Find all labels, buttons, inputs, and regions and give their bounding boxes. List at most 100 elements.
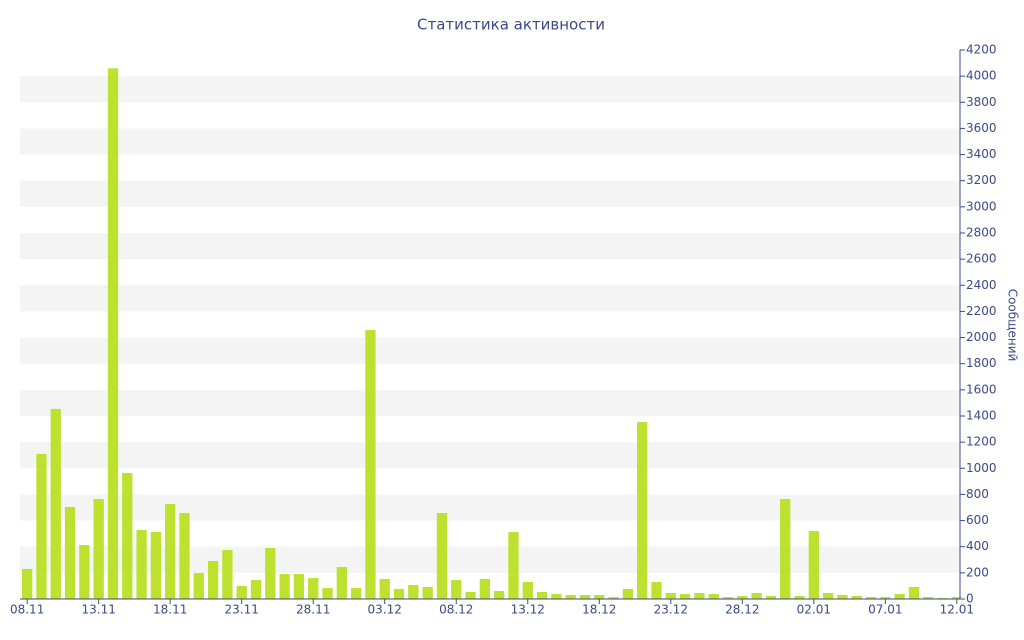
x-tick-label: 13.12 <box>511 603 545 617</box>
bar <box>822 592 834 599</box>
bar <box>350 588 362 599</box>
y-tick-label: 800 <box>966 487 989 501</box>
bar <box>694 592 705 599</box>
bar <box>565 594 576 599</box>
grid-band <box>20 442 960 469</box>
bar <box>508 531 519 599</box>
y-tick-label: 600 <box>966 513 989 527</box>
y-tick-label: 1000 <box>966 461 997 475</box>
x-tick-label: 07.01 <box>868 603 902 617</box>
y-tick-label: 4200 <box>966 43 997 57</box>
grid-band <box>20 76 960 103</box>
bar <box>923 597 934 599</box>
bar <box>579 594 591 599</box>
bar <box>293 574 305 599</box>
grid-band <box>20 337 960 364</box>
bar <box>50 408 61 599</box>
bar <box>207 560 219 599</box>
bar <box>322 588 333 599</box>
bar <box>851 595 862 599</box>
bar <box>179 512 190 599</box>
x-tick-label: 08.11 <box>10 603 44 617</box>
bar <box>665 592 676 599</box>
bar <box>780 499 791 599</box>
bar <box>336 566 347 599</box>
bar <box>308 578 319 599</box>
grid-band <box>20 180 960 207</box>
x-tick-label: 18.12 <box>582 603 616 617</box>
y-tick-label: 2200 <box>966 304 997 318</box>
y-tick-label: 2000 <box>966 330 997 344</box>
bar <box>136 529 147 599</box>
bar <box>622 588 634 599</box>
bar <box>808 531 819 599</box>
y-tick-label: 2600 <box>966 252 997 266</box>
x-tick-label: 28.11 <box>296 603 330 617</box>
bar <box>737 595 748 599</box>
bar <box>522 582 533 599</box>
y-tick-label: 3000 <box>966 199 997 213</box>
grid-band <box>20 494 960 521</box>
x-tick-label: 23.11 <box>225 603 259 617</box>
x-tick-label: 03.12 <box>368 603 402 617</box>
bar <box>36 453 47 599</box>
bar <box>422 586 433 599</box>
bar <box>536 591 548 599</box>
grid-band <box>20 546 960 573</box>
grid-band <box>20 285 960 312</box>
bar <box>494 591 505 599</box>
x-tick-label: 13.11 <box>81 603 115 617</box>
bar <box>679 594 691 599</box>
bar <box>594 594 605 599</box>
y-tick-label: 400 <box>966 539 989 553</box>
bar <box>93 499 104 599</box>
y-tick-label: 3400 <box>966 147 997 161</box>
x-tick-label: 12.01 <box>940 603 974 617</box>
bar <box>236 586 247 599</box>
bar <box>551 594 562 599</box>
bar <box>479 579 490 599</box>
bar <box>393 588 405 599</box>
y-tick-label: 3800 <box>966 95 997 109</box>
bar <box>122 472 133 599</box>
y-tick-label: 3200 <box>966 173 997 187</box>
bar <box>608 597 619 599</box>
bar <box>722 597 734 599</box>
bar <box>465 591 476 599</box>
bar <box>865 597 877 599</box>
x-tick-label: 02.01 <box>797 603 831 617</box>
x-tick-label: 28.12 <box>725 603 759 617</box>
bar <box>837 594 848 599</box>
y-axis-title: Сообщений <box>1006 289 1020 362</box>
bar <box>908 586 920 599</box>
y-tick-label: 1800 <box>966 356 997 370</box>
bar <box>150 531 162 599</box>
bar <box>379 579 390 599</box>
y-tick-label: 1600 <box>966 382 997 396</box>
y-tick-label: 1400 <box>966 409 997 423</box>
bar <box>937 597 948 599</box>
bar <box>451 580 462 599</box>
bar <box>107 68 119 600</box>
y-tick-label: 200 <box>966 565 989 579</box>
y-tick-label: 2800 <box>966 226 997 240</box>
y-tick-label: 1200 <box>966 435 997 449</box>
bar <box>637 422 648 599</box>
y-tick-label: 3600 <box>966 121 997 135</box>
bar <box>436 512 448 599</box>
bar <box>79 545 90 599</box>
x-tick-label: 08.12 <box>439 603 473 617</box>
bar <box>250 580 262 599</box>
x-tick-label: 18.11 <box>153 603 187 617</box>
bar <box>880 597 891 599</box>
bar <box>751 592 762 599</box>
bar <box>408 585 419 599</box>
bar <box>894 594 905 599</box>
chart-title: Статистика активности <box>417 16 605 34</box>
bar <box>794 595 805 599</box>
y-tick-label: 4000 <box>966 69 997 83</box>
y-tick-label: 2400 <box>966 278 997 292</box>
bar <box>365 329 376 599</box>
